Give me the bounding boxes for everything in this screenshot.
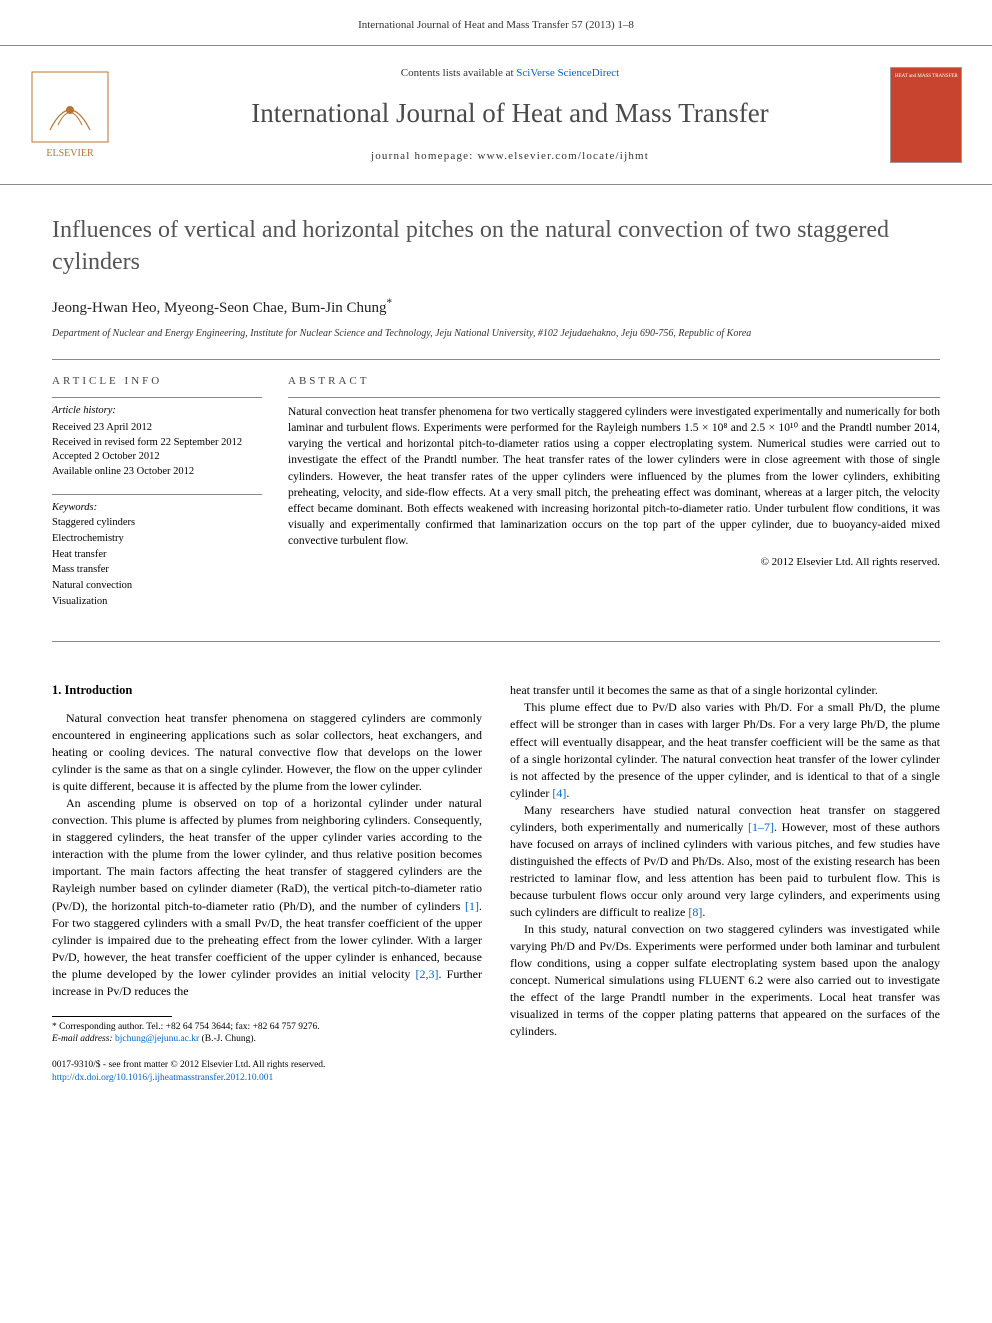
sciencedirect-link[interactable]: SciVerse ScienceDirect	[516, 67, 619, 79]
article-history-block: Article history: Received 23 April 2012 …	[52, 404, 262, 479]
keywords-label: Keywords:	[52, 501, 262, 516]
email-footnote: E-mail address: bjchung@jejunu.ac.kr (B.…	[52, 1033, 482, 1045]
history-revised: Received in revised form 22 September 20…	[52, 436, 262, 451]
body-paragraph: heat transfer until it becomes the same …	[510, 682, 940, 699]
right-column: heat transfer until it becomes the same …	[510, 682, 940, 1045]
article-info-column: ARTICLE INFO Article history: Received 2…	[52, 374, 262, 624]
footer-doi-link[interactable]: http://dx.doi.org/10.1016/j.ijheatmasstr…	[52, 1072, 940, 1084]
history-received: Received 23 April 2012	[52, 421, 262, 436]
contents-prefix: Contents lists available at	[401, 67, 516, 79]
svg-text:ELSEVIER: ELSEVIER	[46, 148, 94, 159]
cover-label: HEAT and MASS TRANSFER	[895, 74, 958, 80]
abstract-heading: ABSTRACT	[288, 374, 940, 389]
body-paragraph: An ascending plume is observed on top of…	[52, 795, 482, 999]
journal-homepage-line: journal homepage: www.elsevier.com/locat…	[130, 149, 890, 164]
history-online: Available online 23 October 2012	[52, 465, 262, 480]
authors-line: Jeong-Hwan Heo, Myeong-Seon Chae, Bum-Ji…	[52, 296, 940, 319]
keyword-item: Heat transfer	[52, 548, 262, 563]
elsevier-logo: ELSEVIER	[30, 70, 110, 160]
article-info-heading: ARTICLE INFO	[52, 374, 262, 389]
affiliation: Department of Nuclear and Energy Enginee…	[52, 327, 940, 341]
email-label: E-mail address:	[52, 1034, 113, 1044]
keyword-item: Staggered cylinders	[52, 516, 262, 531]
abstract-copyright: © 2012 Elsevier Ltd. All rights reserved…	[288, 555, 940, 570]
history-accepted: Accepted 2 October 2012	[52, 450, 262, 465]
body-paragraph: Natural convection heat transfer phenome…	[52, 710, 482, 795]
page-header-citation: International Journal of Heat and Mass T…	[0, 0, 992, 45]
keyword-item: Mass transfer	[52, 563, 262, 578]
citation-link[interactable]: [1–7]	[748, 820, 774, 834]
keyword-item: Natural convection	[52, 579, 262, 594]
body-paragraph: This plume effect due to Pv/D also varie…	[510, 699, 940, 801]
citation-link[interactable]: [4]	[552, 786, 566, 800]
article-title: Influences of vertical and horizontal pi…	[52, 215, 940, 277]
journal-cover-thumbnail: HEAT and MASS TRANSFER	[890, 67, 962, 163]
left-column: 1. Introduction Natural convection heat …	[52, 682, 482, 1045]
homepage-prefix: journal homepage:	[371, 150, 478, 162]
info-abstract-row: ARTICLE INFO Article history: Received 2…	[52, 359, 940, 643]
abstract-text: Natural convection heat transfer phenome…	[288, 404, 940, 549]
email-name: (B.-J. Chung).	[202, 1034, 256, 1044]
body-text: . However, most of these authors have fo…	[510, 820, 940, 919]
footer-front-matter: 0017-9310/$ - see front matter © 2012 El…	[52, 1059, 940, 1071]
body-text: This plume effect due to Pv/D also varie…	[510, 700, 940, 799]
page-footer: 0017-9310/$ - see front matter © 2012 El…	[0, 1059, 992, 1108]
homepage-url: www.elsevier.com/locate/ijhmt	[477, 150, 649, 162]
email-link[interactable]: bjchung@jejunu.ac.kr	[115, 1034, 199, 1044]
keyword-item: Electrochemistry	[52, 532, 262, 547]
footnote-divider	[52, 1016, 172, 1017]
history-label: Article history:	[52, 404, 262, 419]
keyword-item: Visualization	[52, 595, 262, 610]
section-1-heading: 1. Introduction	[52, 682, 482, 700]
body-paragraph: In this study, natural convection on two…	[510, 921, 940, 1040]
body-two-column: 1. Introduction Natural convection heat …	[0, 662, 992, 1059]
body-text: An ascending plume is observed on top of…	[52, 796, 482, 912]
contents-available-line: Contents lists available at SciVerse Sci…	[130, 66, 890, 81]
keywords-block: Keywords: Staggered cylinders Electroche…	[52, 501, 262, 610]
corresponding-marker: *	[387, 297, 393, 309]
authors-names: Jeong-Hwan Heo, Myeong-Seon Chae, Bum-Ji…	[52, 300, 387, 316]
body-text: .	[566, 786, 569, 800]
citation-link[interactable]: [2,3]	[416, 967, 439, 981]
corresponding-author-footnote: * Corresponding author. Tel.: +82 64 754…	[52, 1021, 482, 1033]
citation-link[interactable]: [8]	[688, 905, 702, 919]
journal-name: International Journal of Heat and Mass T…	[130, 95, 890, 133]
article-front-matter: Influences of vertical and horizontal pi…	[0, 185, 992, 662]
body-text: .	[702, 905, 705, 919]
abstract-column: ABSTRACT Natural convection heat transfe…	[288, 374, 940, 624]
body-paragraph: Many researchers have studied natural co…	[510, 802, 940, 921]
journal-banner: ELSEVIER Contents lists available at Sci…	[0, 45, 992, 185]
citation-link[interactable]: [1]	[465, 899, 479, 913]
banner-center: Contents lists available at SciVerse Sci…	[130, 66, 890, 165]
